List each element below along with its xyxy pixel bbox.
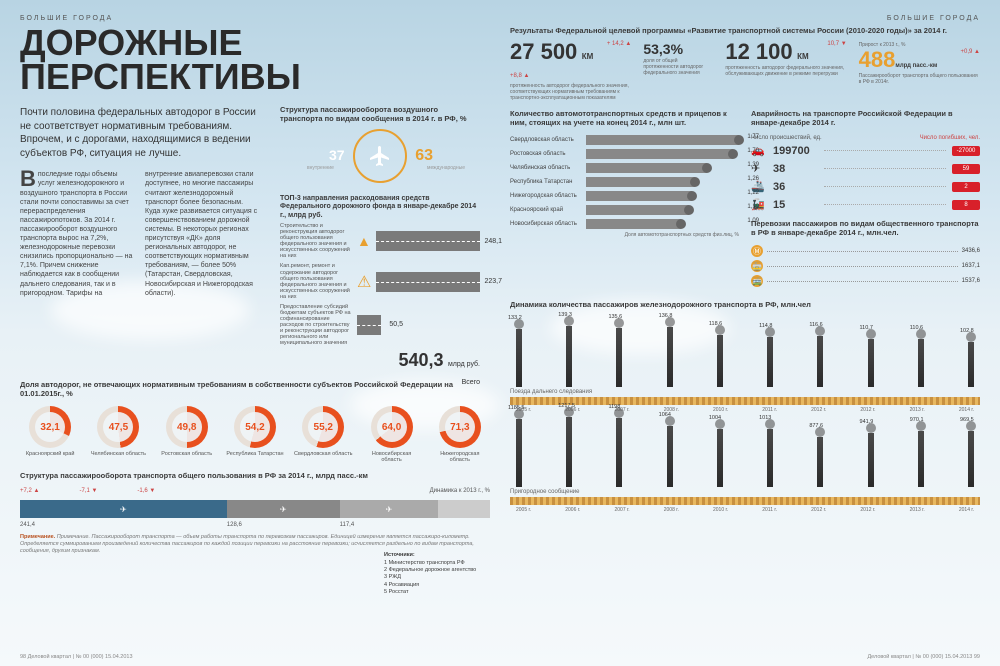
plane-val-right: 63 bbox=[415, 147, 433, 165]
program-title: Результаты Федеральной целевой программы… bbox=[510, 26, 980, 35]
stats-row: + 14,2 ▲ 27 500 КМ +8,8 ▲ протяженность … bbox=[510, 41, 980, 101]
body-text: В последние годы объемы услуг железнодор… bbox=[20, 170, 260, 310]
header-tag-left: БОЛЬШИЕ ГОРОДА bbox=[20, 15, 490, 22]
top3-block: ТОП-3 направления расходования средств Ф… bbox=[280, 195, 480, 389]
footer-right: Деловой квартал | № 00 (000) 15.04.2013 … bbox=[867, 654, 980, 660]
dynamics-long: 133,2139,3135,6136,8118,6114,8116,6110,7… bbox=[510, 317, 980, 407]
plane-val-left: 37 bbox=[329, 147, 345, 163]
sources: Источники: 1 Министерство транспорта РФ2… bbox=[384, 552, 476, 596]
footer-left: 98 Деловой квартал | № 00 (000) 15.04.20… bbox=[20, 654, 133, 660]
dynamics-sub: 1185,51217,51198106410041013877,6941,997… bbox=[510, 417, 980, 507]
plane-donut: 37 63 внутренние международные bbox=[353, 129, 407, 183]
donuts-row: 32,1Красноярский край47,5Челябинская обл… bbox=[20, 406, 490, 463]
lead-text: Почти половина федеральных автодорог в Р… bbox=[20, 106, 260, 160]
main-title: ДОРОЖНЫЕ ПЕРСПЕКТИВЫ bbox=[20, 26, 490, 94]
struct-bar: ✈✈✈ bbox=[20, 500, 490, 518]
header-tag-right: БОЛЬШИЕ ГОРОДА bbox=[510, 15, 980, 22]
plane-chart-title: Структура пассажирооборота воздушного тр… bbox=[280, 105, 480, 123]
struct-title: Структура пассажирооборота транспорта об… bbox=[20, 471, 490, 480]
